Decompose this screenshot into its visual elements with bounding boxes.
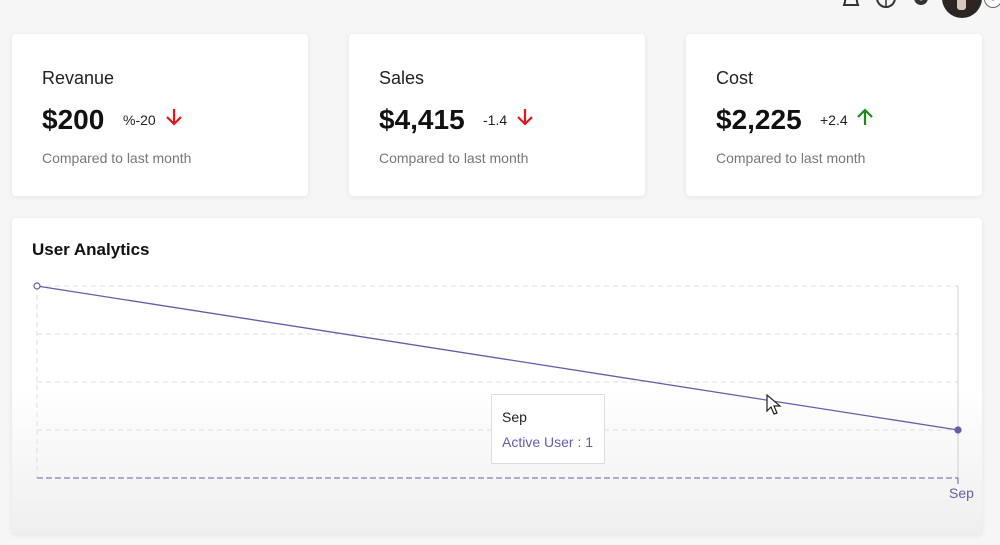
sales-card: Sales $4,415 -1.4 Compared to last month <box>349 34 645 196</box>
globe-icon[interactable] <box>875 0 897 12</box>
card-subtitle: Compared to last month <box>716 150 866 166</box>
x-tick-label: Sep <box>949 485 974 501</box>
info-icon[interactable]: i <box>984 0 1000 8</box>
card-value: $2,225 <box>716 104 802 135</box>
avatar[interactable] <box>942 0 982 18</box>
data-point <box>954 426 962 434</box>
card-value: $4,415 <box>379 104 465 135</box>
user-analytics-panel: User Analytics Sep Sep Active User : 1 <box>12 218 982 534</box>
top-bar: i <box>0 0 1000 22</box>
cost-card: Cost $2,225 +2.4 Compared to last month <box>686 34 982 196</box>
series-line <box>36 285 959 431</box>
data-point <box>33 282 41 290</box>
arrow-down-icon <box>166 109 182 126</box>
tooltip-label: Sep <box>502 409 527 425</box>
revenue-card: Revanue $200 %-20 Compared to last month <box>12 34 308 196</box>
card-subtitle: Compared to last month <box>42 150 192 166</box>
arrow-up-icon <box>857 108 873 125</box>
card-change: -1.4 <box>483 112 508 128</box>
card-change: +2.4 <box>820 112 848 128</box>
card-value: $200 <box>42 104 105 135</box>
card-title: Cost <box>716 68 754 88</box>
arrow-down-icon <box>517 109 533 126</box>
chart-tooltip: Sep Active User : 1 <box>491 394 605 464</box>
tooltip-series: Active User <box>502 434 574 450</box>
tooltip-value: Active User : 1 <box>502 434 593 450</box>
tooltip-separator: : <box>573 434 586 450</box>
card-subtitle: Compared to last month <box>379 150 529 166</box>
panel-title: User Analytics <box>32 240 150 259</box>
settings-icon[interactable] <box>910 0 932 12</box>
mouse-cursor-icon <box>766 394 782 415</box>
bell-icon[interactable] <box>840 0 862 12</box>
card-title: Revanue <box>42 68 115 88</box>
line-chart[interactable]: Sep <box>12 218 982 534</box>
card-title: Sales <box>379 68 425 88</box>
card-change: %-20 <box>123 112 156 128</box>
tooltip-number: 1 <box>585 434 594 450</box>
